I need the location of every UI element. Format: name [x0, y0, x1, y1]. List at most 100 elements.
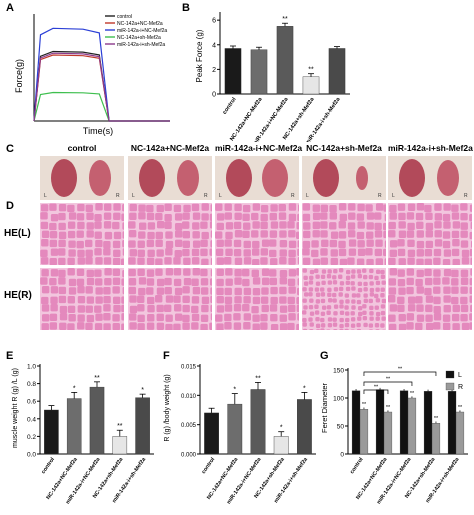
chart-f-bar-4	[273, 436, 289, 455]
chart-e-ytick-label-0: 0.0	[27, 452, 36, 459]
chart-b-bar-5	[328, 48, 346, 95]
he-l-tile-2	[128, 203, 212, 265]
chart-e-bar-2	[66, 398, 82, 455]
chart-e-ylabel: muscle weight R (g) /L (g)	[12, 368, 19, 448]
column-label-4: NC-142a+sh-Mef2a	[306, 143, 382, 153]
photo-mark-l-2: L	[132, 193, 135, 199]
he-l-tile-5	[388, 203, 472, 265]
chart-g-legend-swatch-R	[445, 382, 455, 391]
chart-b-ylabel: Peak Force (g)	[195, 29, 204, 82]
chart-a: controlNC-142a+NC-Mef2amiR-142a-i+NC-Mef…	[14, 14, 170, 136]
chart-e-bar-5	[135, 397, 150, 455]
chart-g-bar-R-4	[431, 423, 441, 455]
chart-g-bar-L-2	[375, 389, 385, 455]
chart-a-legend-label-2: NC-142a+NC-Mef2a	[117, 21, 163, 27]
chart-g-bar-R-5	[455, 411, 465, 455]
chart-f-ytick-label-2: 0.010	[181, 394, 197, 400]
he-fiber-pattern	[40, 203, 124, 265]
chart-e-ytick-label-2: 0.4	[27, 416, 36, 423]
chart-e-ytick-label-5: 1.0	[27, 364, 36, 371]
chart-a-ylabel: Force(g)	[14, 59, 24, 93]
chart-e-ytick-label-3: 0.6	[27, 399, 36, 406]
chart-g-bar-R-1	[359, 409, 369, 455]
column-label-5: miR-142a-i+sh-Mef2a	[388, 143, 473, 153]
chart-f-ylabel: R (g) /body weight (g)	[164, 374, 171, 441]
chart-g-sig-1: **	[362, 402, 367, 408]
chart-b-bar-1	[224, 48, 242, 95]
chart-g-bracket-3	[363, 389, 389, 394]
muscle-left-4	[313, 159, 339, 197]
chart-g-bar-L-5	[447, 391, 457, 455]
chart-e-bar-1	[44, 409, 59, 455]
column-label-1: control	[67, 143, 97, 153]
he-r-tile-2	[128, 268, 212, 330]
photo-mark-r-3: R	[291, 193, 295, 199]
chart-g-sig-5: **	[458, 405, 463, 411]
muscle-right-4	[356, 166, 368, 190]
photo-mark-r-1: R	[116, 193, 120, 199]
chart-f-category-1: control	[201, 456, 217, 475]
photo-mark-l-4: L	[306, 193, 309, 199]
chart-f-bar-5	[297, 399, 312, 455]
chart-g-bar-L-4	[423, 391, 433, 455]
chart-g-bracket-label-2: **	[386, 377, 391, 383]
chart-f: 0.0000.0050.0100.015control*NC-142a+NC-M…	[164, 364, 316, 505]
he-r-tile-3	[215, 268, 299, 330]
chart-e-sig-5: *	[141, 387, 144, 394]
panel-label-d: D	[6, 200, 14, 212]
muscle-right-1	[89, 160, 111, 196]
chart-g-ylabel: Feret Diameter	[320, 382, 329, 433]
chart-e-sig-4: **	[117, 423, 123, 430]
chart-g-legend-swatch-L	[445, 370, 455, 379]
chart-a-legend-label-4: NC-142a+sh-Mef2a	[117, 35, 161, 41]
chart-b-ytick-label-2: 4	[212, 42, 216, 49]
muscle-right-2	[177, 160, 199, 196]
photo-mark-l-1: L	[44, 193, 47, 199]
chart-g-legend-label-L: L	[458, 372, 462, 379]
muscle-left-2	[139, 159, 165, 197]
muscle-left-5	[399, 159, 425, 197]
chart-a-line-2	[33, 54, 170, 122]
chart-f-bar-3	[250, 389, 266, 455]
chart-g-bar-L-1	[351, 390, 361, 455]
chart-g-bracket-label-1: **	[398, 367, 403, 373]
he-fiber-pattern	[302, 268, 386, 330]
he-fiber-pattern	[302, 203, 386, 265]
chart-e-bar-4	[112, 436, 128, 455]
chart-f-sig-5: *	[303, 385, 306, 392]
chart-a-line-5	[33, 52, 170, 122]
chart-g-sig-3: **	[410, 391, 415, 397]
chart-b-category-1: control	[222, 96, 238, 115]
chart-e: 0.00.20.40.60.81.0control*NC-142a+NC-Mef…	[12, 364, 154, 505]
chart-b: 0246controlNC-142a+NC-Mef2a**miR-142a-i+…	[195, 12, 350, 142]
photo-mark-r-5: R	[464, 193, 468, 199]
chart-f-ytick-label-3: 0.015	[181, 365, 197, 371]
column-label-3: miR-142a-i+NC-Mef2a	[215, 143, 303, 153]
chart-g-bracket-2	[363, 381, 413, 386]
chart-g-ytick-label-2: 100	[333, 396, 344, 403]
he-fiber-pattern	[128, 203, 212, 265]
muscle-left-1	[51, 159, 77, 197]
chart-b-bar-3	[276, 26, 294, 95]
chart-g-ytick-label-3: 150	[333, 368, 344, 375]
chart-a-legend-label-3: miR-142a-i+NC-Mef2a	[117, 28, 167, 34]
chart-g-ytick-label-0: 0	[340, 452, 344, 459]
chart-b-ytick-label-0: 0	[212, 92, 216, 99]
chart-g-bar-L-3	[399, 390, 409, 455]
panel-label-e: E	[6, 350, 14, 362]
chart-b-sig-4: **	[308, 67, 314, 74]
chart-b-ytick-label-1: 2	[212, 67, 216, 74]
chart-a-line-4	[33, 91, 170, 122]
photo-mark-l-3: L	[219, 193, 222, 199]
chart-g-ytick-label-1: 50	[337, 424, 345, 431]
chart-b-sig-3: **	[282, 16, 288, 23]
photo-mark-r-4: R	[378, 193, 382, 199]
chart-f-ytick-label-0: 0.000	[181, 453, 197, 459]
chart-f-bar-1	[204, 412, 219, 455]
row-label-he-r: HE(R)	[4, 290, 32, 301]
chart-e-sig-3: **	[94, 375, 100, 382]
muscle-right-5	[437, 160, 459, 196]
